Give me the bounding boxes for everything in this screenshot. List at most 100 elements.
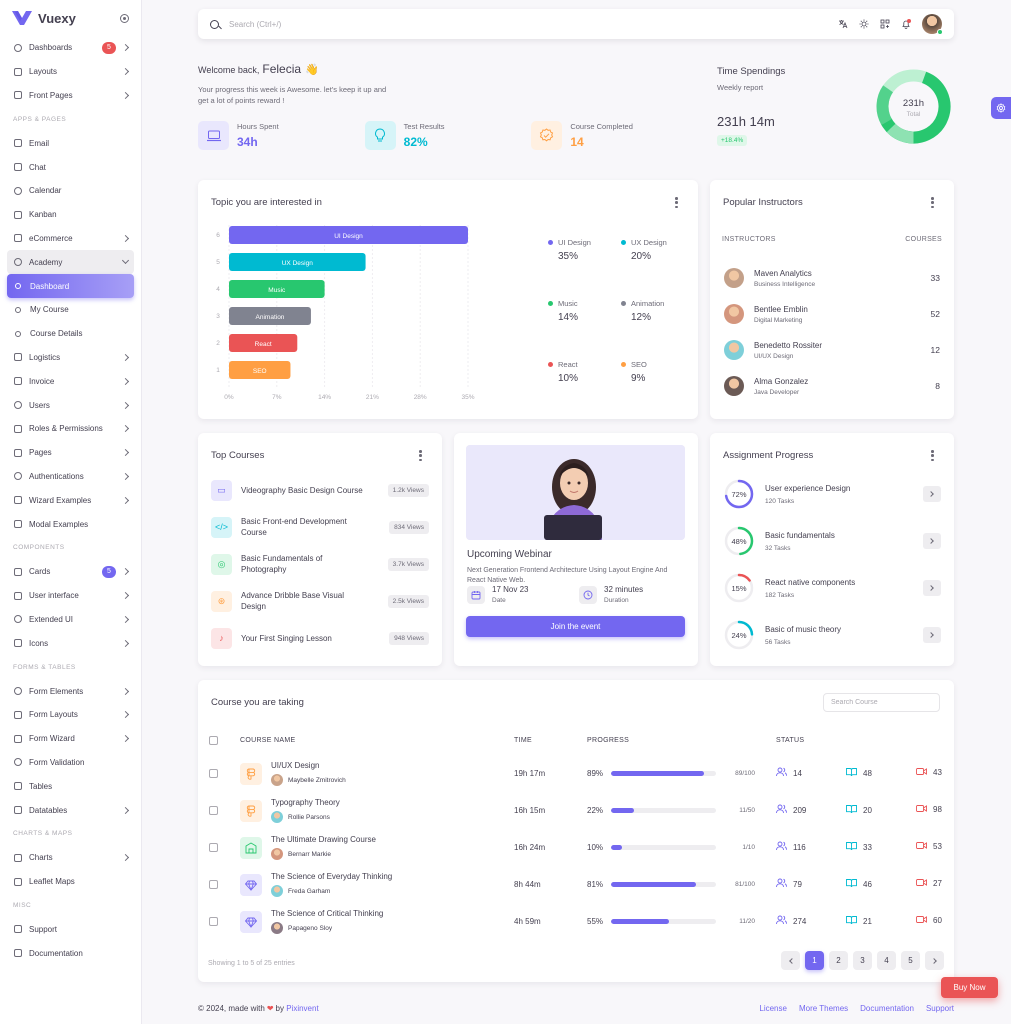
instructor-row[interactable]: Benedetto Rossiter UI/UX Design 12 — [724, 338, 940, 362]
table-row[interactable]: UI/UX Design Maybelle Zmitrovich 19h 17m 89… — [198, 756, 954, 793]
bar-ui-design[interactable] — [229, 226, 468, 244]
sidebar-item-form-wizard[interactable]: Form Wizard — [7, 727, 134, 751]
sidebar-item-leaflet-maps[interactable]: Leaflet Maps — [7, 870, 134, 894]
assignment-more-icon[interactable] — [931, 450, 934, 461]
pagination-next-button[interactable] — [925, 951, 944, 970]
sidebar-item-modal-examples[interactable]: Modal Examples — [7, 512, 134, 536]
search-input[interactable] — [229, 19, 529, 29]
sidebar-item-support[interactable]: Support — [7, 918, 134, 942]
bar-ux-design[interactable] — [229, 253, 366, 271]
sidebar-item-wizard-examples[interactable]: Wizard Examples — [7, 488, 134, 512]
user-avatar[interactable] — [922, 14, 943, 35]
table-row[interactable]: The Ultimate Drawing Course Bernarr Marki… — [198, 830, 954, 867]
top-course-row[interactable]: ▭ Videography Basic Design Course 1.2k Vie… — [211, 475, 429, 505]
instructors-more-icon[interactable] — [931, 197, 934, 208]
sidebar-item-course-details[interactable]: Course Details — [7, 322, 134, 346]
sidebar-item-front-pages[interactable]: Front Pages — [7, 84, 134, 108]
chevron-right-icon[interactable] — [923, 486, 941, 502]
row-checkbox[interactable] — [209, 880, 218, 889]
pagination-page-5[interactable]: 5 — [901, 951, 920, 970]
table-row[interactable]: The Science of Everyday Thinking Freda Ga… — [198, 867, 954, 904]
shortcuts-icon[interactable] — [880, 19, 890, 29]
sidebar-item-user-interface[interactable]: User interface — [7, 584, 134, 608]
sidebar-item-authentications[interactable]: Authentications — [7, 465, 134, 489]
row-checkbox[interactable] — [209, 843, 218, 852]
footer-link-license[interactable]: License — [759, 1004, 787, 1013]
pagination-page-1[interactable]: 1 — [805, 951, 824, 970]
row-checkbox[interactable] — [209, 806, 218, 815]
sidebar-item-pages[interactable]: Pages — [7, 441, 134, 465]
pagination-page-2[interactable]: 2 — [829, 951, 848, 970]
sidebar-item-charts[interactable]: Charts — [7, 846, 134, 870]
course-name[interactable]: Typography Theory — [271, 798, 340, 807]
topic-more-icon[interactable] — [675, 197, 678, 208]
pagination-page-3[interactable]: 3 — [853, 951, 872, 970]
sidebar-item-academy[interactable]: Academy — [7, 250, 134, 275]
footer-company-link[interactable]: Pixinvent — [286, 1004, 319, 1013]
top-course-row[interactable]: </> Basic Front-end Development Course 834… — [211, 512, 429, 542]
translate-icon[interactable] — [838, 19, 848, 29]
sun-icon[interactable] — [859, 19, 869, 29]
top-courses-more-icon[interactable] — [419, 450, 422, 461]
buy-now-button[interactable]: Buy Now — [941, 977, 998, 998]
sidebar-item-my-course[interactable]: My Course — [7, 298, 134, 322]
sidebar-item-icons[interactable]: Icons — [7, 631, 134, 655]
sidebar-item-form-layouts[interactable]: Form Layouts — [7, 703, 134, 727]
instructor-row[interactable]: Maven Analytics Business Intelligence 33 — [724, 266, 940, 290]
brand[interactable]: Vuexy — [0, 0, 141, 36]
sidebar-toggle-icon[interactable] — [120, 13, 129, 23]
top-course-row[interactable]: ♪ Your First Singing Lesson 948 Views — [211, 623, 429, 653]
sidebar-item-logistics[interactable]: Logistics — [7, 346, 134, 370]
bar-seo[interactable] — [229, 361, 291, 379]
instructor-row[interactable]: Bentlee Emblin Digital Marketing 52 — [724, 302, 940, 326]
table-row[interactable]: Typography Theory Rollie Parsons 16h 15m 22… — [198, 793, 954, 830]
row-checkbox[interactable] — [209, 769, 218, 778]
course-name[interactable]: UI/UX Design — [271, 761, 320, 770]
course-search-input[interactable] — [823, 693, 940, 712]
table-row[interactable]: The Science of Critical Thinking Papageno… — [198, 904, 954, 941]
footer-link-support[interactable]: Support — [925, 1004, 954, 1013]
chevron-right-icon[interactable] — [923, 533, 941, 549]
course-name[interactable]: The Science of Critical Thinking — [271, 909, 384, 918]
sidebar-item-calendar[interactable]: Calendar — [7, 179, 134, 203]
sidebar-item-dashboards[interactable]: Dashboards 5 — [7, 36, 134, 60]
sidebar-item-tables[interactable]: Tables — [7, 774, 134, 798]
footer-link-documentation[interactable]: Documentation — [860, 1004, 914, 1013]
bar-music[interactable] — [229, 280, 325, 298]
instructor-row[interactable]: Alma Gonzalez Java Developer 8 — [724, 374, 940, 398]
sidebar-item-form-elements[interactable]: Form Elements — [7, 679, 134, 703]
course-name[interactable]: The Ultimate Drawing Course — [271, 835, 376, 844]
sidebar-item-extended-ui[interactable]: Extended UI — [7, 608, 134, 632]
pagination-page-4[interactable]: 4 — [877, 951, 896, 970]
footer-link-more-themes[interactable]: More Themes — [798, 1004, 849, 1013]
chevron-right-icon[interactable] — [923, 580, 941, 596]
top-course-row[interactable]: ⊛ Advance Dribble Base Visual Design 2.5k … — [211, 586, 429, 616]
bell-icon[interactable] — [901, 19, 911, 29]
pagination-prev-button[interactable] — [781, 951, 800, 970]
sidebar-item-chat[interactable]: Chat — [7, 155, 134, 179]
select-all-checkbox[interactable] — [209, 736, 218, 745]
video-icon — [916, 804, 933, 815]
bar-react[interactable] — [229, 334, 298, 352]
join-event-button[interactable]: Join the event — [466, 616, 685, 637]
sidebar-item-layouts[interactable]: Layouts — [7, 60, 134, 84]
sidebar-item-form-validation[interactable]: Form Validation — [7, 751, 134, 775]
chevron-right-icon[interactable] — [923, 627, 941, 643]
sidebar-item-roles-permissions[interactable]: Roles & Permissions — [7, 417, 134, 441]
sidebar-item-invoice[interactable]: Invoice — [7, 369, 134, 393]
sidebar-item-email[interactable]: Email — [7, 131, 134, 155]
sidebar-item-users[interactable]: Users — [7, 393, 134, 417]
bar-animation[interactable] — [229, 307, 311, 325]
sidebar-item-kanban[interactable]: Kanban — [7, 203, 134, 227]
sidebar-item-documentation[interactable]: Documentation — [7, 941, 134, 965]
customizer-gear-icon[interactable] — [991, 97, 1011, 119]
sidebar-item-cards[interactable]: Cards 5 — [7, 560, 134, 584]
top-course-row[interactable]: ◎ Basic Fundamentals of Photography 3.7k V… — [211, 549, 429, 579]
course-name[interactable]: The Science of Everyday Thinking — [271, 872, 393, 881]
sidebar-item-dashboard[interactable]: Dashboard — [7, 274, 134, 298]
sidebar-item-datatables[interactable]: Datatables — [7, 798, 134, 822]
sidebar-item-ecommerce[interactable]: eCommerce — [7, 227, 134, 251]
row-checkbox[interactable] — [209, 917, 218, 926]
search-icon[interactable] — [210, 19, 219, 29]
sidebar-item-label: Authentications — [29, 471, 84, 481]
